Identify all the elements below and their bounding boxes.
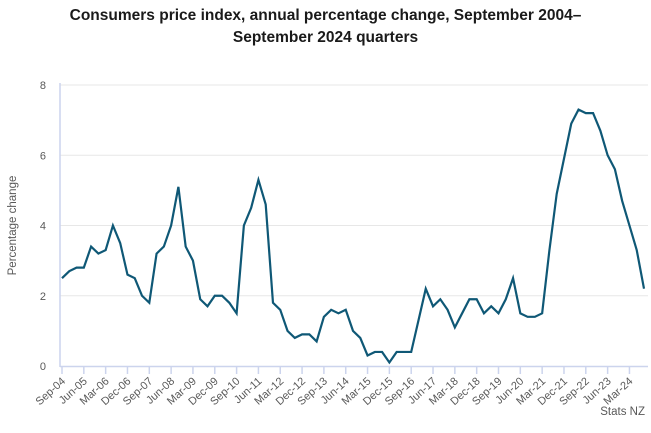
y-tick-label: 0 [40, 361, 46, 373]
source-attribution: Stats NZ [600, 406, 645, 418]
y-tick-label: 8 [40, 80, 46, 92]
chart-title: Consumers price index, annual percentage… [69, 7, 582, 46]
cpi-data-line [61, 108, 646, 365]
y-tick-label: 6 [40, 150, 46, 162]
y-tick-label: 4 [40, 221, 46, 233]
y-tick-label: 2 [40, 291, 46, 303]
y-axis-title: Percentage change [7, 176, 19, 276]
